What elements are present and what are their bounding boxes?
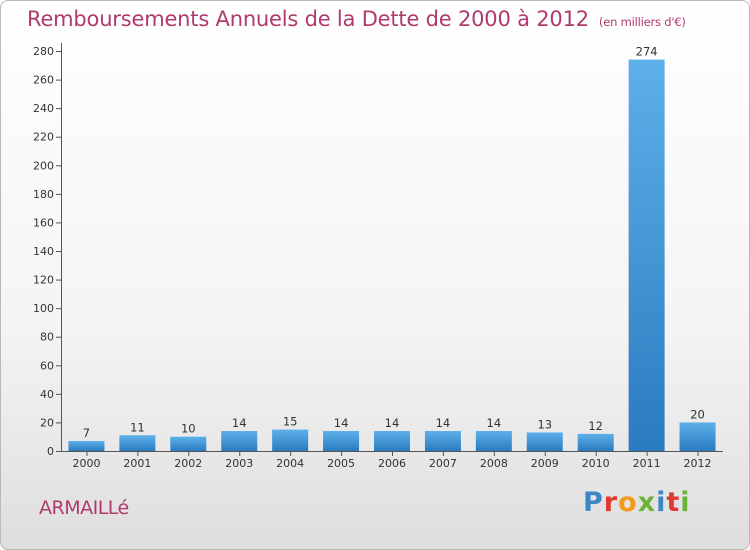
y-tick-label: 160	[33, 216, 54, 229]
bar	[272, 429, 309, 451]
x-tick-label: 2005	[327, 457, 355, 470]
logo-letter: i	[680, 487, 691, 518]
bar-value-label: 14	[232, 416, 247, 430]
bar-value-label: 7	[83, 426, 90, 440]
y-tick-label: 40	[40, 388, 54, 401]
x-tick-label: 2006	[378, 457, 406, 470]
y-tick-label: 80	[40, 331, 54, 344]
bar-value-label: 14	[436, 416, 451, 430]
logo-letter: P	[583, 487, 604, 518]
bar	[577, 433, 614, 451]
bar-value-label: 274	[636, 45, 658, 59]
bar	[221, 431, 258, 451]
title-text: Remboursements Annuels de la Dette de 20…	[27, 7, 589, 31]
bar	[526, 432, 563, 451]
x-tick-label: 2008	[480, 457, 508, 470]
y-tick-label: 0	[47, 445, 54, 458]
bar-value-label: 12	[588, 419, 603, 433]
unit-label: (en milliers d'€)	[598, 15, 686, 29]
x-tick-label: 2003	[225, 457, 253, 470]
x-tick-label: 2011	[633, 457, 661, 470]
y-tick-label: 60	[40, 359, 54, 372]
x-tick-label: 2004	[276, 457, 304, 470]
logo-letter: o	[618, 487, 638, 518]
bar	[628, 59, 665, 451]
bar	[119, 435, 156, 451]
bar	[374, 431, 410, 451]
commune-name: ARMAILLé	[39, 497, 129, 519]
y-tick-label: 240	[33, 102, 54, 115]
logo-letter: i	[656, 487, 667, 518]
y-tick-label: 200	[33, 159, 54, 172]
y-tick-label: 100	[33, 302, 54, 315]
y-tick-label: 120	[33, 274, 54, 287]
y-tick-label: 180	[33, 188, 54, 201]
chart-title: Remboursements Annuels de la Dette de 20…	[27, 7, 686, 31]
bar	[170, 436, 207, 451]
x-tick-label: 2010	[582, 457, 610, 470]
bar	[323, 431, 360, 451]
bar-value-label: 14	[385, 416, 400, 430]
logo-letter: r	[603, 487, 619, 518]
y-tick-label: 20	[40, 416, 54, 429]
x-tick-label: 2001	[123, 457, 151, 470]
y-tick-label: 140	[33, 245, 54, 258]
x-tick-label: 2002	[174, 457, 202, 470]
bar-value-label: 11	[130, 420, 145, 434]
x-tick-label: 2000	[72, 457, 100, 470]
bar	[475, 431, 512, 451]
x-tick-label: 2007	[429, 457, 457, 470]
x-tick-label: 2012	[684, 457, 712, 470]
y-tick-label: 220	[33, 131, 54, 144]
x-tick-label: 2009	[531, 457, 559, 470]
logo-letter: t	[666, 487, 681, 518]
proxiti-logo: Proxiti	[583, 487, 693, 527]
bar-value-label: 13	[537, 417, 552, 431]
bar	[679, 422, 716, 451]
bar-value-label: 15	[283, 415, 298, 429]
bar-value-label: 10	[181, 422, 196, 436]
y-tick-label: 260	[33, 74, 54, 87]
logo-letter: x	[637, 487, 657, 518]
bar	[68, 441, 105, 451]
bar-value-label: 20	[690, 407, 705, 421]
bar-value-label: 14	[334, 416, 349, 430]
bar	[424, 431, 461, 451]
y-tick-label: 280	[33, 45, 54, 58]
bar-value-label: 14	[487, 416, 502, 430]
